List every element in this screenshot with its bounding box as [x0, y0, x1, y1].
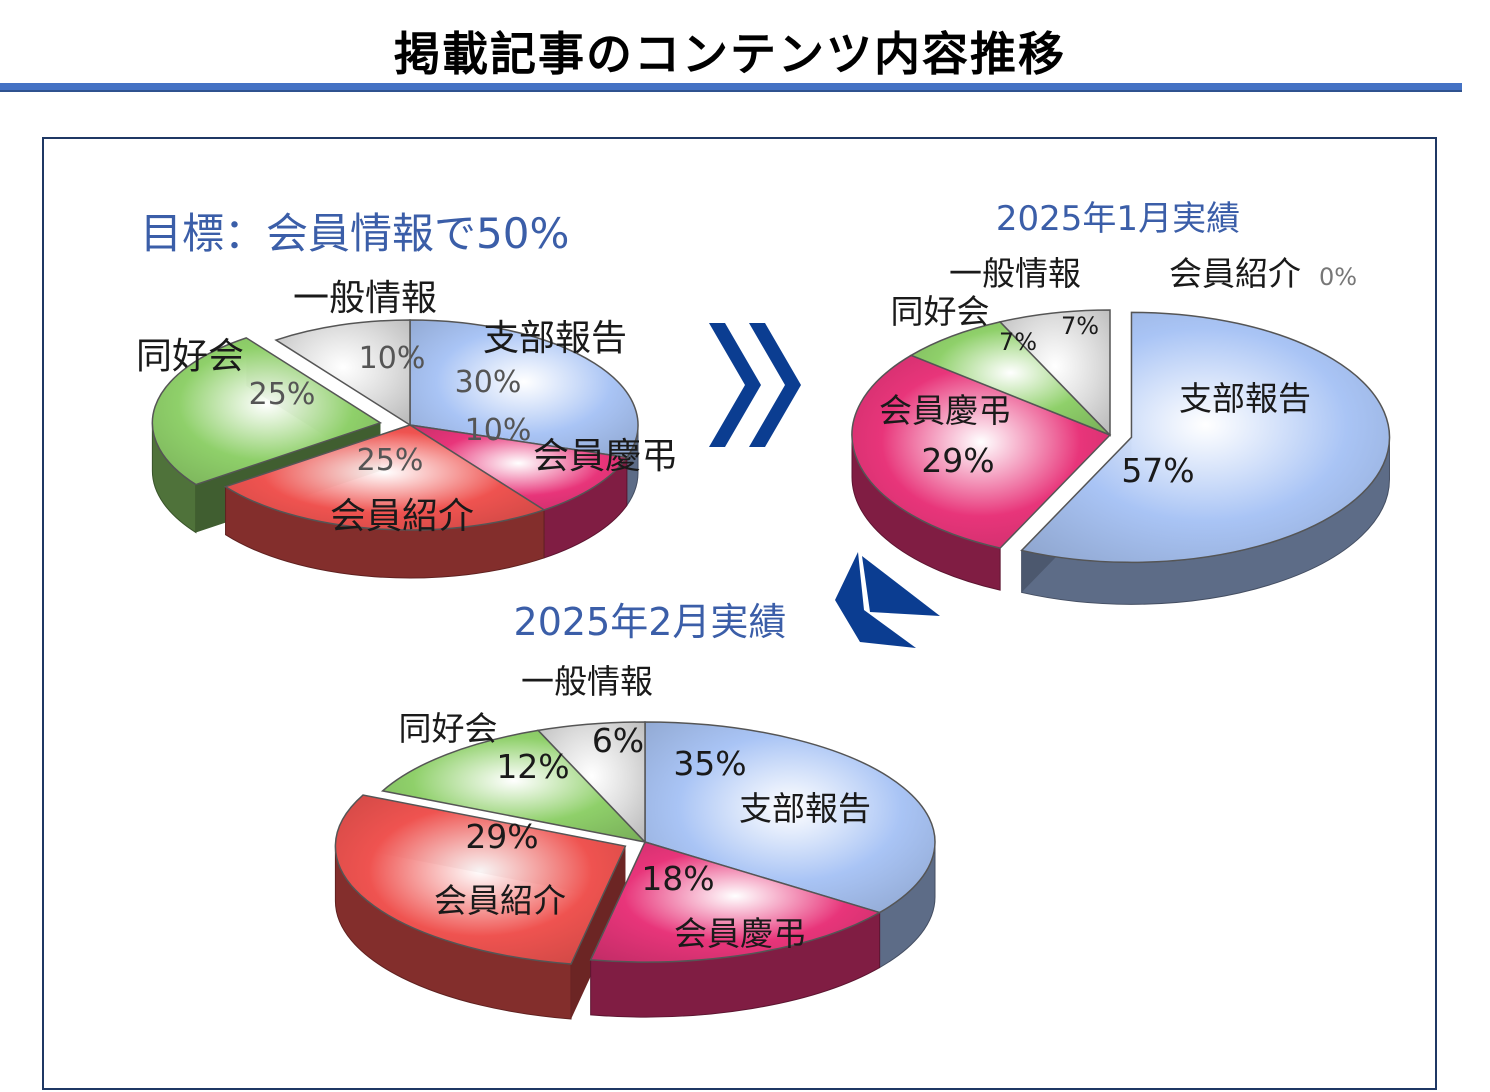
pie-slice-1	[409, 319, 639, 459]
pie-slice-3	[334, 794, 627, 965]
slice-value-label: 35%	[673, 744, 746, 783]
slice-label: 一般情報	[293, 278, 437, 319]
chart-title: 目標：会員情報で50%	[140, 209, 569, 258]
chart-title: 2025年2月実績	[514, 600, 787, 644]
slice-label: 会員慶弔	[674, 914, 806, 953]
slice-label: 支部報告	[483, 318, 627, 359]
slice-label: 同好会	[891, 292, 990, 331]
pie-slice-4	[909, 321, 1111, 436]
slice-value-label: 18%	[641, 859, 714, 898]
pie-chart-1: 目標：会員情報で50%支部報告30%会員慶弔10%会員紹介25%同好会25%一般…	[136, 209, 677, 579]
arrow-jan-to-feb-icon	[835, 552, 940, 648]
pie-slice-5	[998, 309, 1111, 437]
slice-value-label: 29%	[921, 441, 994, 480]
slice-label: 支部報告	[739, 789, 871, 828]
slice-value-label: 7%	[1061, 312, 1099, 340]
slice-value-label: 29%	[465, 817, 538, 856]
slice-value-label: 25%	[249, 377, 316, 412]
pie-slice-1	[1020, 311, 1391, 564]
slice-value-label: 7%	[999, 328, 1037, 356]
slice-value-label: 10%	[359, 341, 426, 376]
slice-label: 同好会	[136, 336, 244, 377]
pie-slice-1	[644, 721, 936, 914]
arrow-target-to-jan-icon	[709, 323, 801, 447]
diagonal-chevron-icon-part	[835, 552, 916, 648]
slice-label: 一般情報	[521, 662, 653, 701]
pie-slice-3	[223, 424, 546, 531]
slice-label: 支部報告	[1179, 379, 1311, 418]
slice-value-label: 6%	[592, 721, 644, 760]
double-chevron-icon-part	[749, 323, 801, 447]
pie-slice-2	[851, 354, 1112, 549]
double-chevron-icon-part	[709, 323, 761, 447]
slice-label: 一般情報	[949, 254, 1081, 293]
chart-title: 2025年1月実績	[996, 199, 1240, 239]
pie-slice-4	[151, 337, 383, 486]
pie-slice-5	[536, 721, 646, 844]
slice-value-label: 10%	[465, 413, 532, 448]
slice-label: 会員紹介	[1169, 254, 1301, 293]
pie-slice-2	[409, 424, 629, 511]
slice-label: 会員慶弔	[533, 436, 677, 477]
slice-label: 同好会	[399, 709, 498, 748]
page-title: 掲載記事のコンテンツ内容推移	[394, 27, 1066, 81]
pie-slice-2	[589, 841, 882, 963]
slice-value-label: 12%	[496, 747, 569, 786]
slice-label: 会員紹介	[434, 881, 566, 920]
slice-value-label: 57%	[1121, 451, 1194, 490]
pie-slice-5	[274, 319, 411, 427]
slice-value-label: 25%	[357, 443, 424, 478]
diagonal-chevron-icon-part	[862, 556, 940, 616]
slice-value-label: 0%	[1319, 263, 1357, 291]
slice-label: 会員紹介	[330, 496, 474, 537]
title-rule	[0, 83, 1462, 92]
slice-label: 会員慶弔	[879, 391, 1011, 430]
slice-value-label: 30%	[455, 365, 522, 400]
pie-slice-4	[380, 729, 648, 844]
